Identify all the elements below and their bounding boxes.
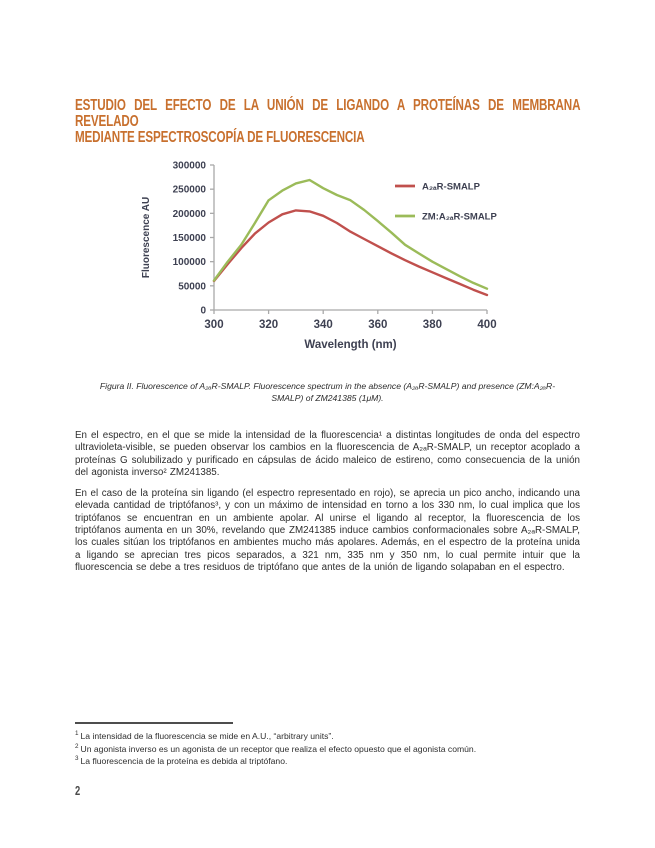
fluorescence-chart: 0 50000 100000 150000 200000 250000 300000 300 3…: [135, 160, 555, 365]
y-tick-label: 50000: [178, 281, 206, 292]
footnote-1: 1 La intensidad de la fluorescencia se mi…: [75, 730, 580, 743]
x-tick-label: 300: [204, 319, 223, 331]
footnote-1-marker: 1: [75, 730, 79, 738]
x-tick-label: 380: [423, 319, 442, 331]
y-tick-label: 300000: [173, 161, 207, 172]
y-tick-label: 0: [200, 306, 206, 317]
footnote-3: 3 La fluorescencia de la proteína es debi…: [75, 755, 580, 768]
paragraph-2: En el caso de la proteína sin ligando (e…: [75, 488, 580, 573]
y-tick-label: 200000: [173, 209, 207, 220]
page-title-line-2: MEDIANTE ESPECTROSCOPÍA DE FLUORESCENCIA: [75, 129, 365, 146]
paragraph-1: En el espectro, en el que se mide la int…: [75, 430, 580, 478]
page-number: 2: [75, 783, 81, 798]
figure-caption-text: Figura II. Fluorescence of A₂ₐR-SMALP. F…: [99, 381, 556, 403]
legend-label: A₂ₐR-SMALP: [422, 182, 481, 193]
x-tick-label: 340: [314, 319, 333, 331]
body-text: En el espectro, en el que se mide la int…: [75, 430, 580, 583]
y-tick-label: 250000: [173, 185, 207, 196]
footnote-divider: [75, 722, 233, 724]
figure-caption: Figura II. Fluorescence of A₂ₐR-SMALP. F…: [75, 381, 580, 404]
series-line: [212, 178, 489, 290]
y-tick-label: 100000: [173, 257, 207, 268]
footnote-2-text: Un agonista inverso es un agonista de un…: [80, 743, 477, 754]
y-axis-title: Fluorescence AU: [141, 197, 152, 278]
x-tick-label: 320: [259, 319, 278, 331]
series-line: [212, 209, 489, 297]
y-tick-label: 150000: [173, 233, 207, 244]
footnotes-section: 1 La intensidad de la fluorescencia se mi…: [75, 722, 580, 768]
page-title-line-1: ESTUDIO DEL EFECTO DE LA UNIÓN DE LIGAND…: [75, 97, 581, 130]
footnote-3-text: La fluorescencia de la proteína es debid…: [80, 756, 288, 767]
x-tick-label: 360: [368, 319, 387, 331]
x-axis-title: Wavelength (nm): [304, 339, 396, 351]
x-tick-label: 400: [477, 319, 496, 331]
footnote-3-marker: 3: [75, 755, 79, 763]
page-title: ESTUDIO DEL EFECTO DE LA UNIÓN DE LIGAND…: [75, 98, 580, 146]
footnote-1-text: La intensidad de la fluorescencia se mid…: [80, 731, 334, 741]
fluorescence-chart-svg: 0 50000 100000 150000 200000 250000 300000 300 3…: [141, 161, 497, 352]
footnote-2-marker: 2: [75, 742, 79, 750]
legend-label: ZM:A₂ₐR-SMALP: [422, 212, 497, 223]
footnote-2: 2 Un agonista inverso es un agonista de u…: [75, 743, 580, 756]
